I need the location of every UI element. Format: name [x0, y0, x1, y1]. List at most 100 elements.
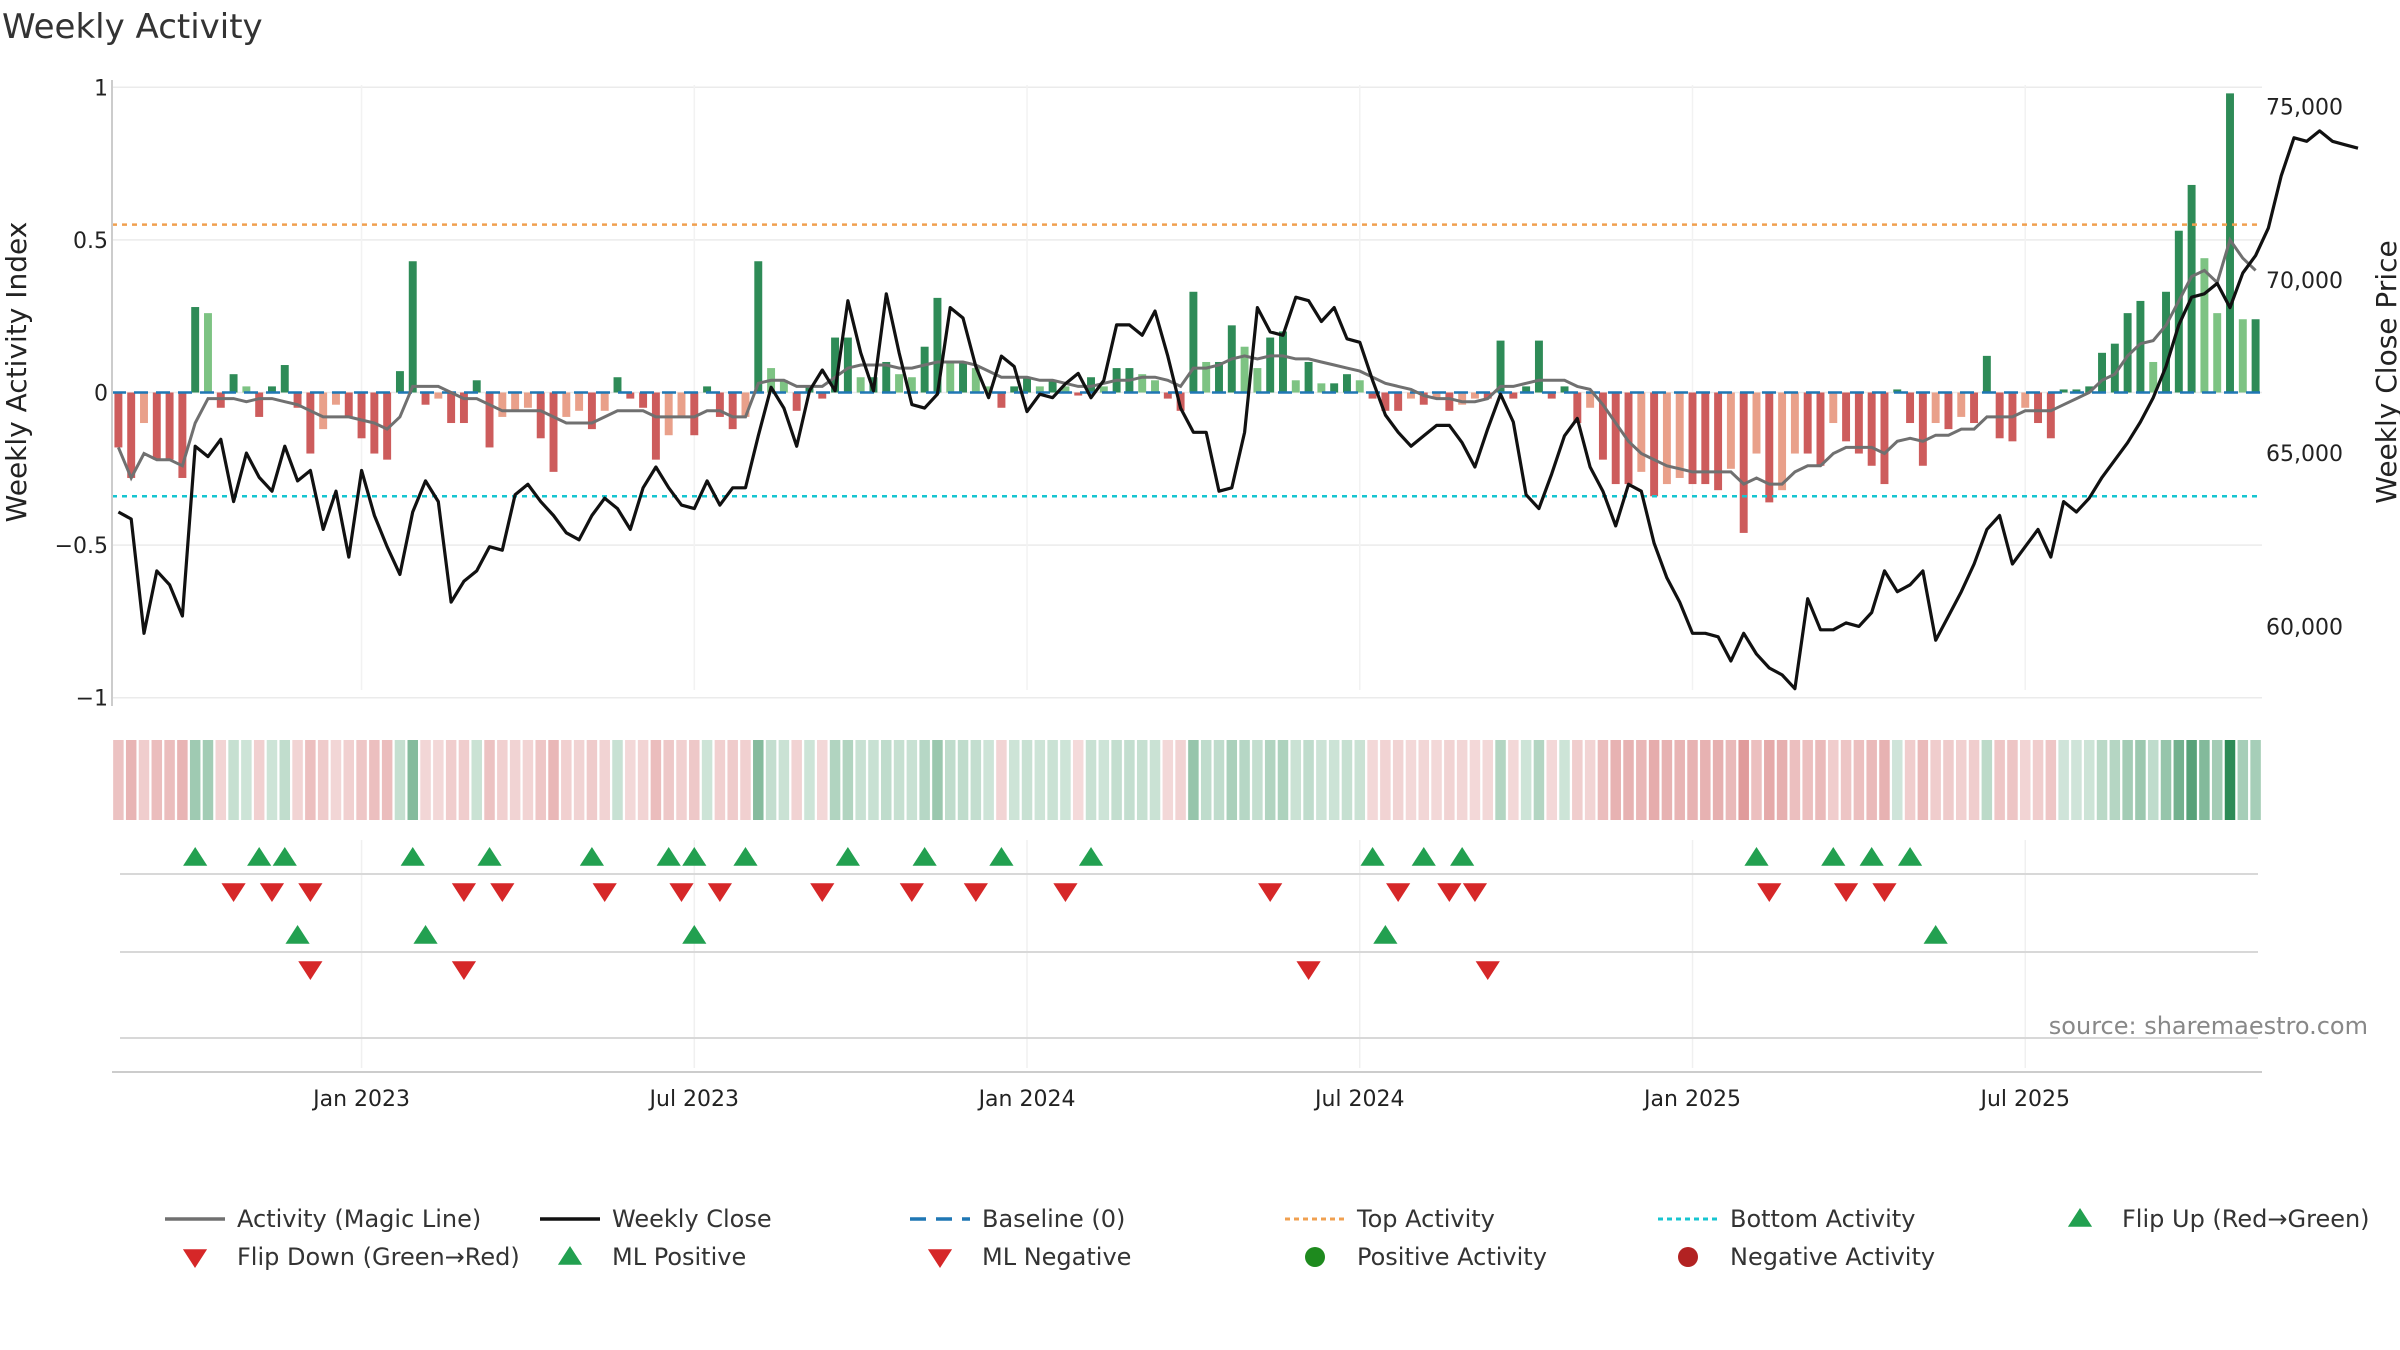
weekly-close-series: [117, 129, 2359, 691]
activity-bar: [1662, 392, 1671, 485]
heat-cell: [2058, 740, 2069, 820]
activity-bar: [984, 386, 993, 393]
activity-bar: [1957, 392, 1966, 417]
heat-cell: [433, 740, 444, 820]
flip-down-marker: [259, 883, 285, 902]
heat-cell: [1892, 740, 1903, 820]
activity-bar: [447, 392, 456, 424]
x-tick-label: Jul 2023: [648, 1087, 740, 1112]
activity-bar: [818, 392, 827, 399]
heat-cell: [1277, 740, 1289, 820]
heat-cell: [1584, 740, 1596, 820]
activity-bar: [1355, 380, 1364, 393]
heat-cell: [484, 740, 495, 820]
heat-cell: [1853, 740, 1865, 820]
heat-cell: [1226, 740, 1238, 820]
heat-cell: [279, 740, 291, 820]
flip-down-marker: [1053, 883, 1078, 902]
heat-cell: [1136, 740, 1148, 820]
gridlines: [112, 85, 2262, 1068]
activity-bar: [2034, 392, 2043, 424]
heat-cell: [2096, 740, 2108, 820]
activity-bar: [613, 377, 622, 393]
y-tick-label: 0.5: [73, 229, 108, 254]
magic-line-series: [117, 236, 2257, 486]
flip-down-marker: [1386, 883, 1411, 902]
activity-bar: [191, 307, 200, 393]
activity-bar: [2251, 319, 2260, 393]
heat-cell: [1751, 740, 1762, 820]
heat-cell: [189, 740, 201, 820]
activity-bar: [600, 392, 609, 411]
activity-bar: [498, 392, 507, 417]
activity-bar: [971, 368, 980, 393]
heat-cell: [445, 740, 457, 820]
y-tick-label: −0.5: [55, 534, 108, 559]
flip-down-marker: [810, 883, 835, 902]
heat-cell: [1930, 740, 1941, 820]
heat-cell: [2147, 740, 2159, 820]
activity-bar: [1982, 355, 1991, 393]
flip-up-marker: [1360, 847, 1385, 866]
heat-cell: [561, 740, 572, 820]
activity-bar: [1381, 392, 1390, 411]
x-tick-label: Jul 2024: [1313, 1087, 1405, 1112]
heat-cell: [1200, 740, 1212, 820]
heat-cell: [2007, 740, 2018, 820]
activity-bar: [421, 392, 430, 405]
flip-up-marker: [1744, 847, 1769, 866]
activity-heatmap-strip: [113, 740, 2261, 820]
legend-item: ML Positive: [557, 1243, 746, 1271]
heat-cell: [1239, 740, 1250, 820]
activity-bar: [1061, 386, 1070, 393]
heat-cell: [1789, 740, 1801, 820]
heat-cell: [970, 740, 982, 820]
heat-cell: [1072, 740, 1084, 820]
activity-bar: [1445, 392, 1454, 411]
activity-bar: [1944, 392, 1953, 430]
legend-label: Flip Down (Green→Red): [237, 1243, 520, 1271]
heat-cell: [868, 740, 879, 820]
activity-bar: [114, 392, 123, 448]
heat-cell: [1354, 740, 1366, 820]
activity-bar: [1240, 346, 1249, 393]
y-tick-label: 0: [94, 382, 108, 407]
flip-up-marker: [272, 847, 297, 866]
heat-cell: [996, 740, 1007, 820]
activity-bar: [1854, 392, 1863, 454]
heat-cell: [906, 740, 918, 820]
activity-bar: [536, 392, 545, 439]
heat-cell: [1469, 740, 1481, 820]
heat-cell: [2211, 740, 2223, 820]
flip-up-marker: [183, 847, 208, 866]
ml-positive-marker: [413, 925, 438, 944]
heat-cell: [317, 740, 329, 820]
ml-positive-marker: [1373, 925, 1398, 944]
x-tick-label: Jul 2025: [1978, 1087, 2070, 1112]
heat-cell: [1981, 740, 1993, 820]
y-right-tick-label: 65,000: [2266, 442, 2343, 467]
heat-cell: [612, 740, 623, 820]
activity-bar: [408, 261, 417, 393]
activity-bar: [933, 297, 942, 393]
activity-bar: [1726, 392, 1735, 469]
heat-cell: [1533, 740, 1545, 820]
flip-up-marker: [733, 847, 758, 866]
activity-bar: [1317, 383, 1326, 393]
heat-cell: [1623, 740, 1634, 820]
heat-cell: [586, 740, 598, 820]
activity-bar: [1598, 392, 1607, 460]
activity-bar: [2046, 392, 2055, 439]
source-note: source: sharemaestro.com: [2049, 1012, 2368, 1040]
activity-bar: [1163, 392, 1172, 399]
legend-item: Baseline (0): [910, 1205, 1125, 1233]
activity-bar: [587, 392, 596, 430]
flip-down-marker: [899, 883, 924, 902]
heat-cell: [804, 740, 815, 820]
flip-up-marker: [1859, 847, 1884, 866]
activity-bar: [1560, 386, 1569, 393]
heat-cell: [215, 740, 227, 820]
legend-label: Weekly Close: [612, 1205, 772, 1233]
heat-cell: [957, 740, 969, 820]
activity-bar: [997, 392, 1006, 408]
